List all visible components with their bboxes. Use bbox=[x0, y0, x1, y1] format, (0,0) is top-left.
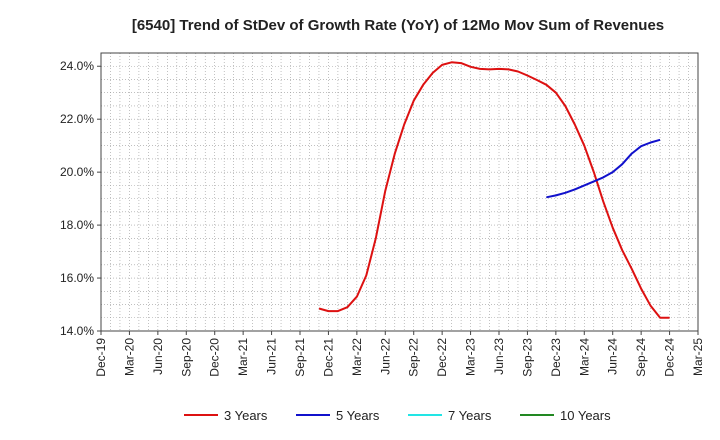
x-tick-label: Dec-21 bbox=[321, 338, 335, 377]
x-tick-label: Mar-20 bbox=[122, 338, 136, 376]
legend: 3 Years 5 Years 7 Years 10 Years bbox=[184, 408, 611, 423]
legend-label-3-years: 3 Years bbox=[224, 408, 268, 423]
y-tick-label: 18.0% bbox=[60, 218, 94, 232]
x-tick-label: Sep-23 bbox=[520, 338, 534, 377]
series-group bbox=[318, 61, 670, 319]
x-tick-label: Sep-20 bbox=[179, 338, 193, 377]
x-tick-label: Mar-22 bbox=[350, 338, 364, 376]
x-tick-label: Sep-21 bbox=[293, 338, 307, 377]
series-line-3-years bbox=[318, 61, 670, 319]
legend-label-10-years: 10 Years bbox=[560, 408, 611, 423]
x-tick-label: Jun-24 bbox=[606, 338, 620, 375]
chart-title: [6540] Trend of StDev of Growth Rate (Yo… bbox=[132, 17, 664, 34]
series-line-5-years bbox=[546, 138, 661, 199]
x-tick-label: Jun-21 bbox=[265, 338, 279, 375]
x-tick-label: Mar-24 bbox=[577, 338, 591, 376]
x-tick-label: Dec-19 bbox=[94, 338, 108, 377]
x-tick-label: Mar-25 bbox=[691, 338, 705, 376]
x-tick-label: Jun-23 bbox=[492, 338, 506, 375]
x-tick-label: Sep-24 bbox=[634, 338, 648, 377]
x-tick-label: Jun-22 bbox=[378, 338, 392, 375]
x-tick-label: Jun-20 bbox=[151, 338, 165, 375]
x-tick-label: Dec-22 bbox=[435, 338, 449, 377]
y-tick-label: 24.0% bbox=[60, 59, 94, 73]
legend-label-7-years: 7 Years bbox=[448, 408, 492, 423]
x-tick-label: Dec-20 bbox=[208, 338, 222, 377]
y-tick-label: 20.0% bbox=[60, 165, 94, 179]
y-axis: 14.0% 16.0% 18.0% 20.0% 22.0% 24.0% bbox=[60, 59, 101, 338]
y-tick-label: 22.0% bbox=[60, 112, 94, 126]
x-tick-label: Sep-22 bbox=[407, 338, 421, 377]
grid bbox=[100, 52, 699, 331]
legend-label-5-years: 5 Years bbox=[336, 408, 380, 423]
x-tick-label: Dec-24 bbox=[663, 338, 677, 377]
x-tick-label: Mar-23 bbox=[464, 338, 478, 376]
y-tick-label: 16.0% bbox=[60, 271, 94, 285]
y-tick-label: 14.0% bbox=[60, 324, 94, 338]
plot-frame bbox=[100, 52, 699, 332]
x-tick-label: Mar-21 bbox=[236, 338, 250, 376]
x-tick-label: Dec-23 bbox=[549, 338, 563, 377]
x-axis: Dec-19 Mar-20 Jun-20 Sep-20 Dec-20 Mar-21 Jun-… bbox=[94, 331, 705, 377]
